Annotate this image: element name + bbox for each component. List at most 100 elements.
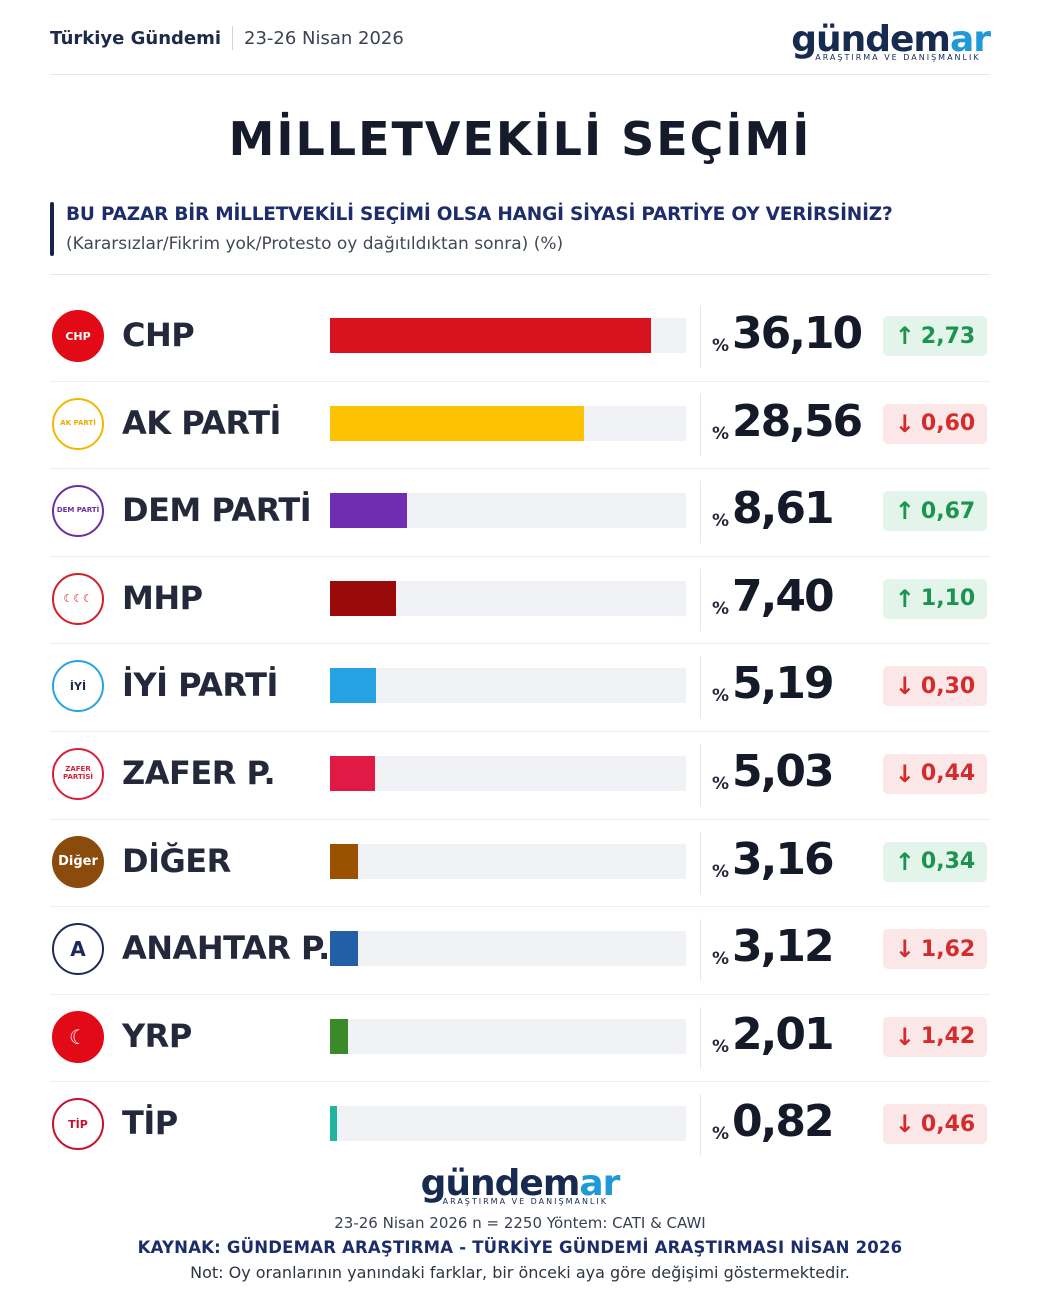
vote-share-label: 7,40	[732, 570, 835, 622]
row-divider	[700, 1006, 701, 1069]
party-logo-icon: ☾☾☾	[52, 572, 104, 625]
row-divider	[700, 743, 701, 806]
question-block: BU PAZAR BİR MİLLETVEKİLİ SEÇİMİ OLSA HA…	[50, 200, 990, 275]
brand-logo: gündemar ARAŞTIRMA VE DANIŞMANLIK	[791, 19, 991, 62]
row-divider	[700, 393, 701, 456]
party-logo-icon: AK PARTİ	[52, 397, 104, 450]
change-badge: ↓ 0,44	[883, 753, 987, 794]
footer-brand-word: gündem	[420, 1163, 581, 1204]
change-badge: ↑ 2,73	[883, 316, 987, 356]
bar-track	[330, 405, 686, 441]
methodology-text: 23-26 Nisan 2026 n = 2250 Yöntem: CATI &…	[334, 1214, 706, 1232]
vote-share-label: 5,19	[732, 658, 835, 710]
bar	[330, 843, 359, 879]
party-row: AK PARTİ AK PARTİ% 28,56 ↓ 0,60	[50, 382, 990, 470]
footer-brand-word-accent: ar	[579, 1163, 620, 1204]
bar-track	[330, 755, 686, 791]
bar-track	[330, 493, 686, 529]
chart-title: MİLLETVEKİLİ SEÇİMİ	[228, 112, 812, 166]
row-divider	[700, 568, 701, 631]
change-badge: ↓ 1,62	[883, 929, 987, 970]
party-row: CHP CHP% 36,10 ↑ 2,73	[50, 294, 990, 382]
party-logo-icon: ZAFER PARTİSİ	[52, 747, 104, 800]
row-divider	[700, 1094, 701, 1157]
party-logo-icon: TİP	[52, 1098, 104, 1151]
change-value: 1,62	[920, 936, 976, 962]
question-text: BU PAZAR BİR MİLLETVEKİLİ SEÇİMİ OLSA HA…	[66, 204, 893, 225]
party-row: TİP TİP% 0,82 ↓ 0,46	[50, 1082, 990, 1169]
survey-date: 23-26 Nisan 2026	[244, 28, 404, 49]
party-row: DEM PARTİ DEM PARTİ% 8,61 ↑ 0,67	[50, 469, 990, 557]
section-label: Türkiye Gündemi	[50, 28, 222, 49]
change-value: 1,42	[920, 1024, 976, 1050]
party-name: CHP	[122, 316, 195, 354]
question-subtitle: (Kararsızlar/Fikrim yok/Protesto oy dağı…	[66, 234, 564, 254]
party-row: ☾ YRP% 2,01 ↓ 1,42	[50, 995, 990, 1083]
bar	[330, 580, 396, 616]
party-logo-icon: ☾	[52, 1010, 104, 1063]
party-logo-icon: A	[52, 923, 104, 976]
bar-track	[330, 843, 686, 879]
vote-share-label: 3,12	[732, 921, 835, 973]
party-row: ☾☾☾ MHP% 7,40 ↑ 1,10	[50, 557, 990, 645]
change-badge: ↑ 0,34	[883, 841, 987, 882]
change-badge: ↑ 0,67	[883, 491, 987, 532]
percent-sign: %	[712, 773, 730, 794]
brand-word: gündem	[791, 19, 951, 60]
brand-tagline: ARAŞTIRMA VE DANIŞMANLIK	[815, 53, 981, 62]
source-text: KAYNAK: GÜNDEMAR ARAŞTIRMA - TÜRKİYE GÜN…	[137, 1238, 903, 1257]
change-value: 0,30	[920, 673, 976, 699]
bar	[330, 1018, 348, 1054]
vote-share-label: 28,56	[732, 395, 863, 447]
party-logo-icon: Diğer	[52, 835, 104, 888]
party-name: AK PARTİ	[122, 403, 281, 442]
percent-sign: %	[712, 1124, 730, 1145]
footer: gündemar ARAŞTIRMA VE DANIŞMANLIK 23-26 …	[0, 1163, 1040, 1283]
party-logo-icon: CHP	[52, 310, 104, 362]
row-divider	[700, 919, 701, 982]
percent-sign: %	[712, 861, 730, 882]
row-divider	[700, 306, 701, 368]
change-badge: ↓ 1,42	[883, 1016, 987, 1057]
party-row: ZAFER PARTİSİ ZAFER P.% 5,03 ↓ 0,44	[50, 732, 990, 820]
percent-sign: %	[712, 598, 730, 619]
percent-sign: %	[712, 1036, 730, 1057]
party-name: TİP	[122, 1104, 178, 1143]
row-divider	[700, 481, 701, 544]
arrow-down-icon: ↓	[894, 935, 915, 964]
results-list: CHP CHP% 36,10 ↑ 2,73 AK PARTİ AK PARTİ% 28,56 ↓…	[50, 294, 990, 1169]
bar	[330, 1106, 338, 1142]
footer-brand-logo: gündemar ARAŞTIRMA VE DANIŞMANLIK	[420, 1163, 621, 1206]
bar-track	[330, 318, 686, 353]
arrow-down-icon: ↓	[894, 1022, 915, 1051]
arrow-up-icon: ↑	[894, 847, 915, 876]
bar	[330, 405, 585, 441]
vote-share-label: 36,10	[732, 308, 863, 359]
bar-track	[330, 1018, 686, 1054]
bar-track	[330, 668, 686, 704]
row-divider	[700, 656, 701, 719]
change-badge: ↓ 0,46	[883, 1104, 987, 1145]
note-text: Not: Oy oranlarının yanındaki farklar, b…	[190, 1263, 850, 1282]
bar-track	[330, 1106, 686, 1142]
vote-share-label: 8,61	[732, 483, 835, 535]
party-name: YRP	[122, 1016, 192, 1055]
vote-share-label: 2,01	[732, 1008, 835, 1060]
header-bar: Türkiye Gündemi 23-26 Nisan 2026 gündema…	[50, 19, 991, 75]
arrow-down-icon: ↓	[894, 1110, 915, 1139]
bar-track	[330, 580, 686, 616]
party-name: ZAFER P.	[122, 753, 276, 792]
question-accent	[50, 202, 54, 256]
footer-brand-tagline: ARAŞTIRMA VE DANIŞMANLIK	[442, 1197, 608, 1206]
bar	[330, 668, 377, 704]
bar-track	[330, 931, 686, 967]
change-value: 1,10	[920, 586, 976, 612]
party-logo-icon: DEM PARTİ	[52, 485, 104, 538]
party-name: İYİ PARTİ	[122, 666, 278, 705]
arrow-up-icon: ↑	[894, 322, 915, 350]
party-row: Diğer DİĞER% 3,16 ↑ 0,34	[50, 820, 990, 908]
vote-share-label: 5,03	[732, 745, 835, 797]
percent-sign: %	[712, 336, 730, 356]
arrow-down-icon: ↓	[894, 672, 915, 701]
change-badge: ↑ 1,10	[883, 578, 987, 619]
